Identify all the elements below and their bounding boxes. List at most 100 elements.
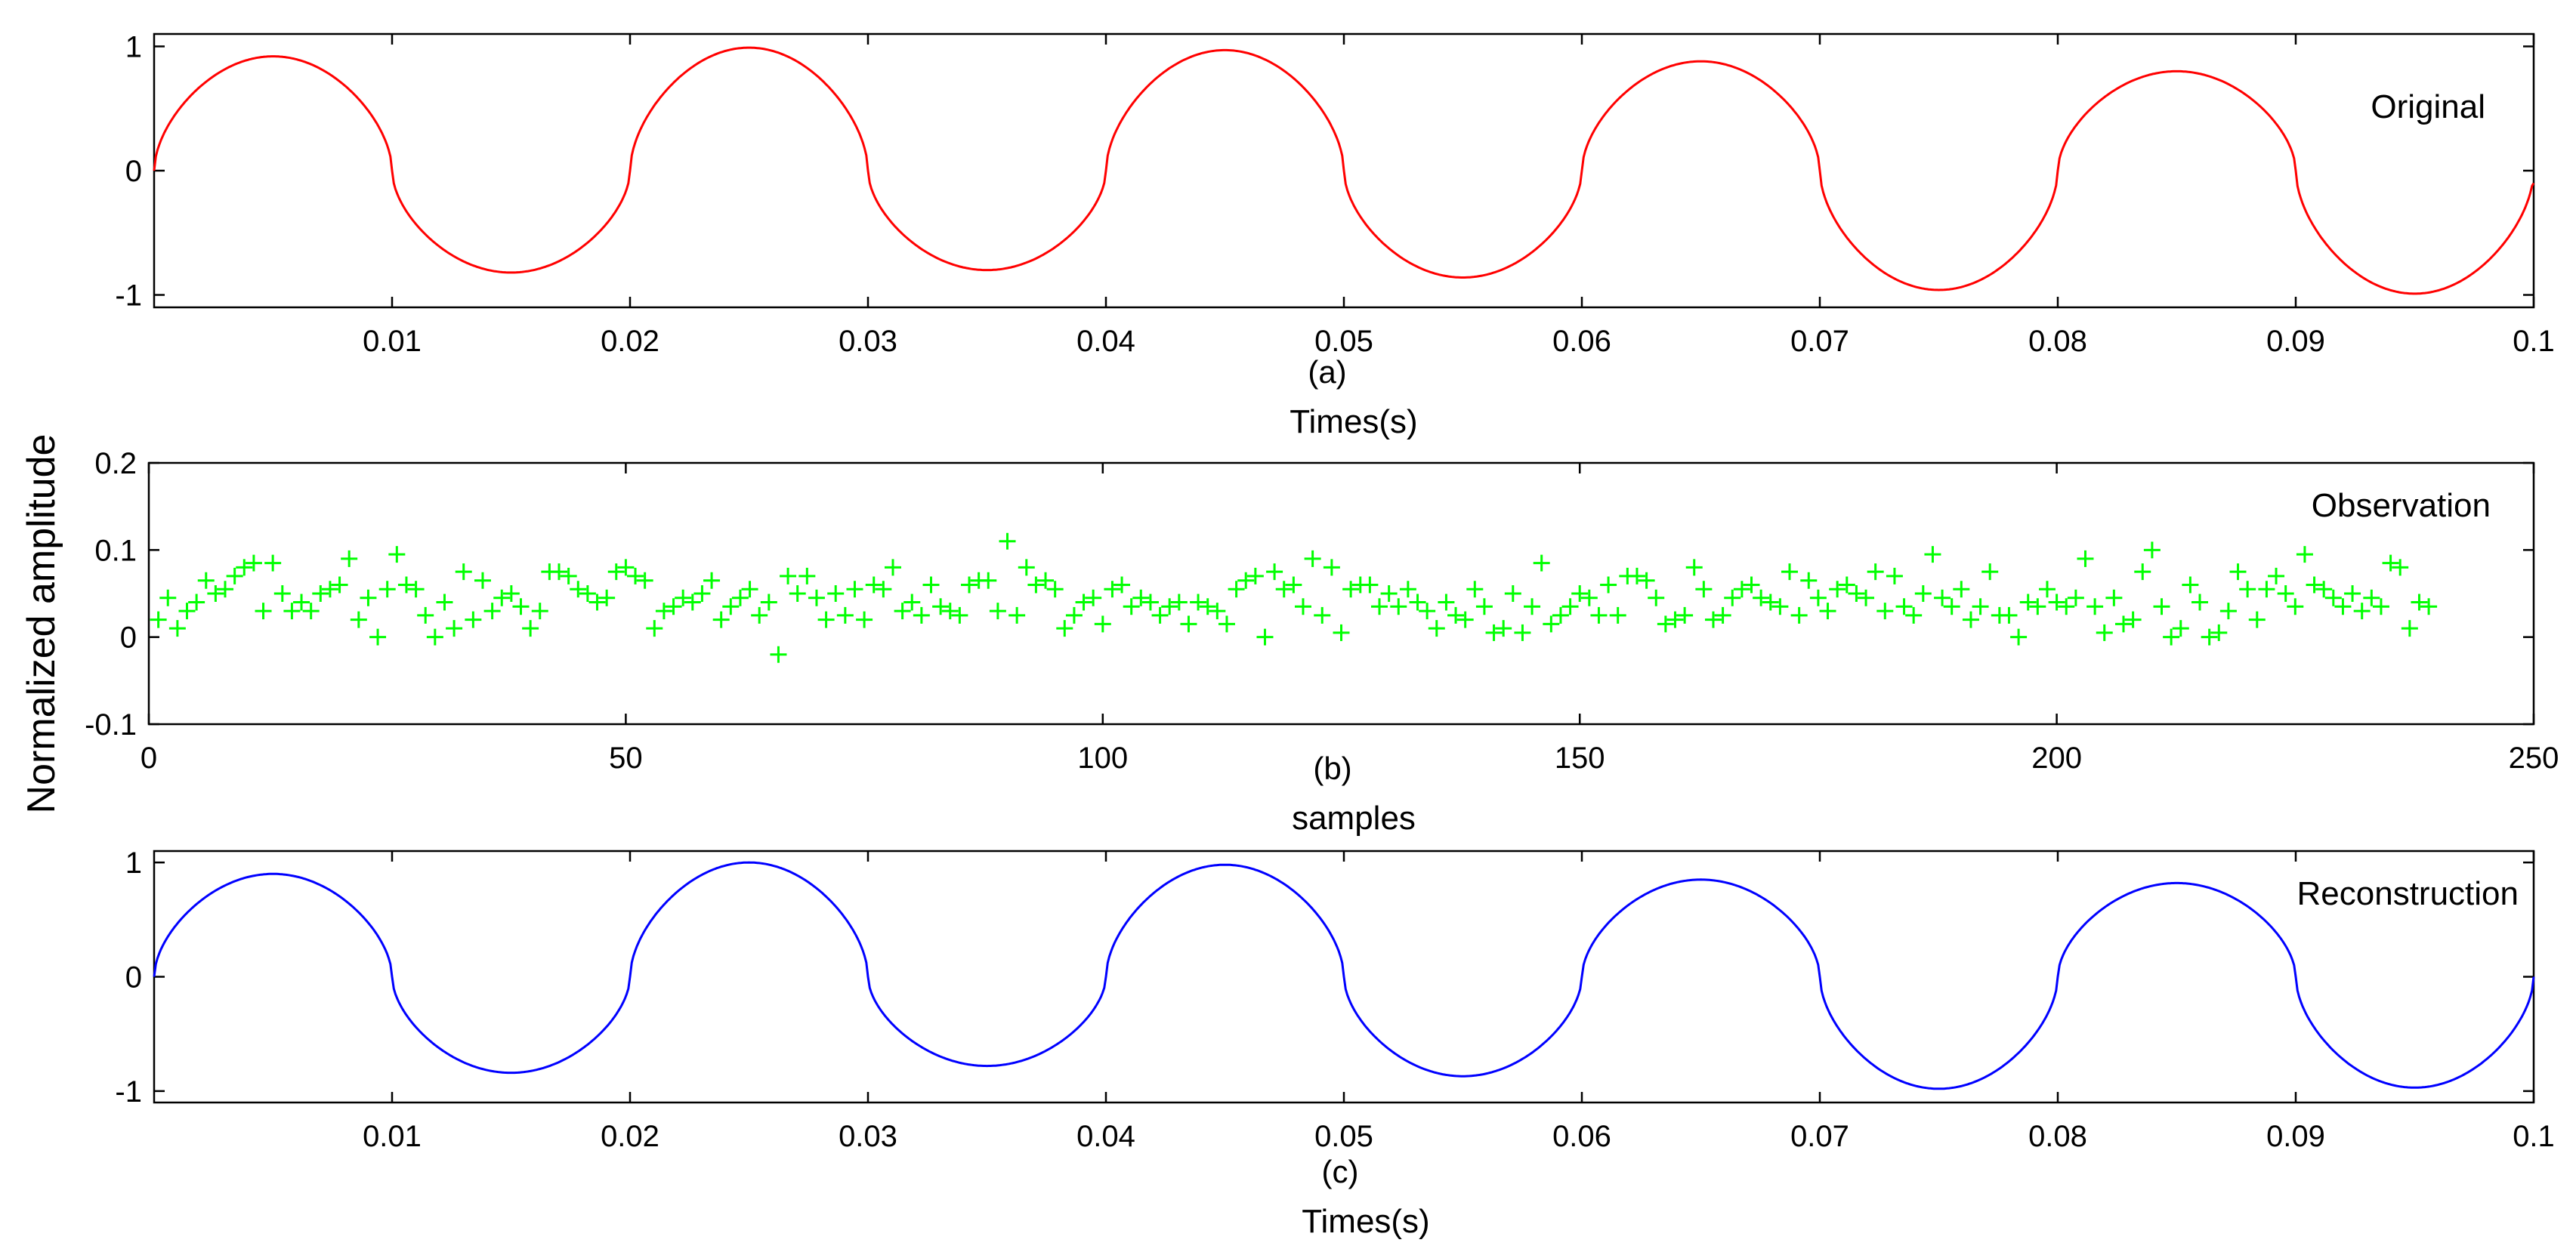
panel-c-xtick-label: 0.1 xyxy=(2513,1120,2555,1153)
panel-b-observation-point xyxy=(369,628,387,646)
panel-b-observation-point xyxy=(579,585,596,602)
panel-b-series-label: Observation xyxy=(2312,487,2491,524)
panel-b-observation-point xyxy=(2210,624,2228,641)
panel-b-observation-point xyxy=(913,606,930,624)
panel-b-observation-point xyxy=(1399,581,1416,598)
panel-b-observation-point xyxy=(1037,572,1055,589)
panel-b-observation-point xyxy=(2219,603,2237,620)
panel-b-observation-point xyxy=(2077,550,2094,567)
panel-c-xtick-label: 0.02 xyxy=(601,1120,659,1153)
panel-b-observation-point xyxy=(2315,581,2333,598)
panel-b-observation-point xyxy=(2163,628,2180,646)
panel-b-observation-point xyxy=(1218,615,1235,633)
panel-b-ytick-label: 0 xyxy=(120,621,137,655)
panel-b-observation-point xyxy=(1333,624,1350,641)
panel-b-observation-point xyxy=(407,581,425,598)
panel-b-xtick-label: 200 xyxy=(2031,742,2082,775)
panel-b-observation-point xyxy=(2124,611,2142,628)
panel-b-observation-point xyxy=(1180,615,1197,633)
panel-b-observation-point xyxy=(731,589,749,606)
panel-b-observation-point xyxy=(168,620,186,637)
panel-b-observation-point xyxy=(465,611,482,628)
panel-b-observation-point xyxy=(1714,606,1731,624)
panel-b-observation-point xyxy=(1858,589,1875,606)
panel-b-observation-point xyxy=(1438,594,1455,611)
panel-b-observation-point xyxy=(1456,611,1474,628)
panel-b-observation-point xyxy=(2067,589,2084,606)
panel-b-observation-point xyxy=(798,567,816,584)
panel-b-observation-point xyxy=(1141,594,1159,611)
panel-b-observation-point xyxy=(598,589,616,606)
panel-b-observation-point xyxy=(1533,554,1550,572)
panel-b-observation-point xyxy=(1056,620,1073,637)
panel-b-observation-point xyxy=(1638,572,1655,589)
panel-b-observation-point xyxy=(1495,620,1512,637)
panel-c-reconstruction-line xyxy=(153,861,2535,1090)
panel-b-observation-point xyxy=(1304,550,1321,567)
panel-b-observation-point xyxy=(1123,598,1140,615)
panel-b-observation-point xyxy=(2000,606,2018,624)
panel-b-observation-point xyxy=(932,598,950,615)
panel-a-xtick-label: 0.04 xyxy=(1076,325,1135,358)
panel-b-ytick-label: 0.1 xyxy=(94,534,137,567)
panel-b-observation-point xyxy=(875,581,892,598)
panel-b-observation-point xyxy=(2334,598,2352,615)
panel-b-observation-point xyxy=(502,585,520,602)
panel-b-observation-point xyxy=(2010,628,2028,646)
panel-b-observation-point xyxy=(522,620,539,637)
panel-b-observation-point xyxy=(1571,585,1589,602)
panel-b-observation-point xyxy=(693,585,711,602)
panel-b-observation-point xyxy=(1838,576,1855,594)
panel-b-observation-point xyxy=(493,589,511,606)
panel-b-observation-point xyxy=(865,576,882,594)
panel-b-observation-point xyxy=(1609,606,1626,624)
panel-b-xtick-label: 100 xyxy=(1077,742,1128,775)
panel-a-xtick-label: 0.01 xyxy=(363,325,422,358)
panel-b-observation-point xyxy=(2420,598,2438,615)
panel-b-observation-point xyxy=(2392,559,2409,576)
panel-b-observation-point xyxy=(1246,567,1264,584)
panel-b-observation-point xyxy=(436,594,453,611)
panel-b-observation-point xyxy=(378,581,396,598)
panel-b-observation-point xyxy=(1380,585,1398,602)
panel-b-observation-point xyxy=(1199,598,1216,615)
panel-b-observation-point xyxy=(780,567,797,584)
panel-b-observation-point xyxy=(856,611,873,628)
panel-b-observation-point xyxy=(2411,594,2428,611)
panel-b-observation-point xyxy=(1027,576,1045,594)
panel-b-observation-point xyxy=(1934,589,1951,606)
panel-b-observation-point xyxy=(1733,581,1750,598)
panel-b-observation-point xyxy=(655,603,672,620)
panel-b-observation-point xyxy=(2038,581,2056,598)
panel-b-observation-point xyxy=(2086,598,2104,615)
panel-b-observation-point xyxy=(1065,606,1083,624)
panel-b-observation-point xyxy=(236,559,253,576)
panel-b-observation-point xyxy=(1600,576,1617,594)
panel-b-observation-point xyxy=(255,603,272,620)
panel-a-xtick-label: 0.05 xyxy=(1314,325,1373,358)
panel-b-observation-point xyxy=(617,559,635,576)
panel-b-observation-point xyxy=(2239,581,2256,598)
panel-b-observation-point xyxy=(1886,567,1903,584)
panel-c-series-label: Reconstruction xyxy=(2297,875,2519,912)
panel-b-tag: (b) xyxy=(1313,751,1351,786)
panel-b-observation-point xyxy=(846,581,863,598)
panel-b-observation-point xyxy=(1743,576,1760,594)
panel-b-observation-point xyxy=(1075,594,1092,611)
panel-a-xtick-label: 0.02 xyxy=(601,325,659,358)
panel-c-ticks: 0.01 0.02 0.03 0.04 0.05 0.06 0.07 0.08 0.09 0.1 1… xyxy=(115,847,2554,1153)
panel-b-observation-point xyxy=(273,585,291,602)
panel-b-xtick-label: 150 xyxy=(1555,742,1605,775)
panel-c-xtick-label: 0.07 xyxy=(1790,1120,1849,1153)
panel-a-ytick-label: -1 xyxy=(115,279,142,313)
panel-b-observation-point xyxy=(1953,581,1970,598)
panel-b-observation-point xyxy=(684,594,701,611)
panel-b-frame xyxy=(147,461,2535,726)
panel-b-observation-point xyxy=(1972,598,1989,615)
panel-b-observation-point xyxy=(760,594,777,611)
panel-b-observation-point xyxy=(1485,624,1503,641)
panel-b-observation-point xyxy=(1504,585,1521,602)
shared-y-axis-label: Normalized amplitude xyxy=(20,434,63,814)
panel-b-observation-point xyxy=(551,563,568,581)
